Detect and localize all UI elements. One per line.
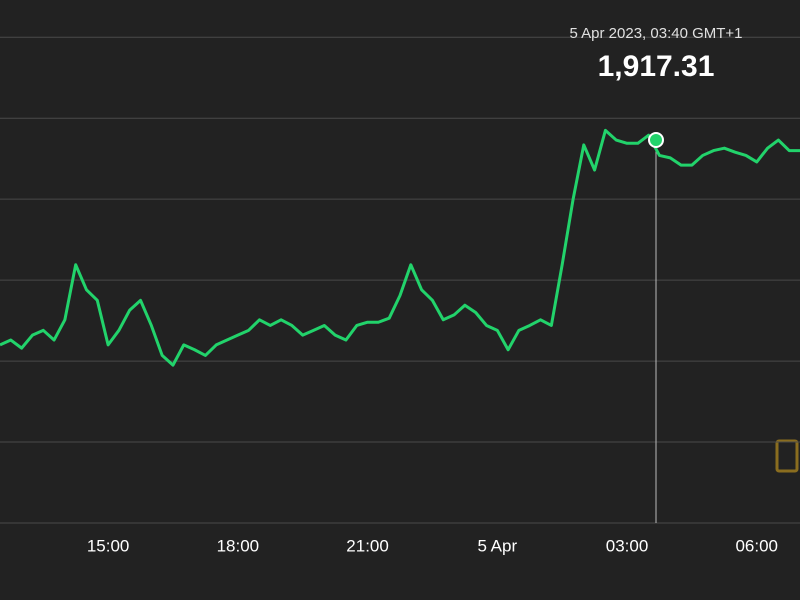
- tooltip-date: 5 Apr 2023, 03:40 GMT+1: [569, 25, 742, 42]
- highlight-point: [648, 131, 664, 148]
- x-tick-label: 15:00: [87, 536, 130, 555]
- price-line: [0, 128, 800, 367]
- logo-icon: [775, 439, 799, 473]
- x-tick-label: 06:00: [735, 536, 778, 555]
- x-tick-label: 18:00: [217, 536, 260, 555]
- tooltip-value: 1,917.31: [598, 50, 715, 83]
- x-tick-label: 03:00: [606, 536, 649, 555]
- x-tick-label: 5 Apr: [477, 536, 517, 555]
- logo: [775, 439, 799, 473]
- x-tick-label: 21:00: [346, 536, 389, 555]
